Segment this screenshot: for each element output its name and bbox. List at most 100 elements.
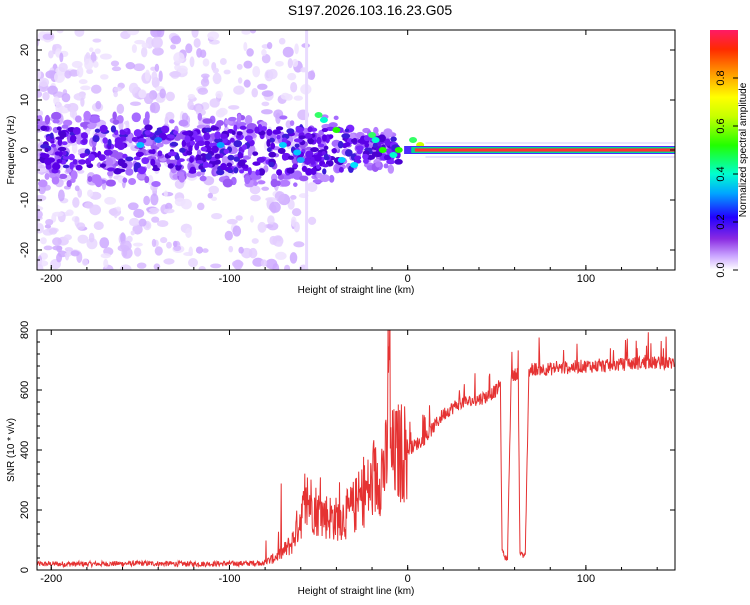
spectrogram-noise-blob <box>210 263 222 269</box>
spectrogram-dense-blob <box>137 166 147 175</box>
snr-series-line <box>37 330 675 569</box>
spectrogram-noise-blob <box>243 79 251 88</box>
spectrogram-dense-blob <box>233 140 243 148</box>
spectrogram-noise-blob <box>226 218 238 225</box>
spectrogram-dense-blob <box>151 148 156 155</box>
spectrogram-mid-blob <box>44 114 51 125</box>
spectrogram-dense-blob <box>229 137 235 143</box>
spectrogram-dense-blob <box>321 127 329 133</box>
spectrogram-noise-blob <box>172 240 178 248</box>
spectrogram-dense-blob <box>58 150 63 157</box>
spectrogram-noise-blob <box>143 93 154 105</box>
spectrogram-noise-blob <box>113 86 123 92</box>
spectrogram-dense-blob <box>181 139 187 147</box>
spectrogram-hot-blob <box>319 117 328 123</box>
spectrogram-dense-blob <box>92 135 100 143</box>
spectrogram-mid-blob <box>387 164 395 174</box>
spectrogram-mid-blob <box>107 170 114 177</box>
spectrogram-dense-blob <box>252 151 259 156</box>
spectrogram-mid-blob <box>70 170 78 181</box>
spectrogram-noise-blob <box>52 211 64 217</box>
spectrogram-mid-blob <box>52 119 60 124</box>
spectrogram-dense-blob <box>383 154 392 161</box>
spectrogram-noise-blob <box>84 58 94 71</box>
spectrogram-dense-blob <box>316 164 321 170</box>
spectrogram-dense-blob <box>227 154 235 161</box>
spectrogram-dense-blob <box>316 136 322 145</box>
spectrogram-dense-blob <box>216 169 225 176</box>
spectrogram-noise-blob <box>249 215 254 223</box>
spectrogram-noise-blob <box>37 168 47 173</box>
y-tick-label: -10 <box>19 192 31 208</box>
spectrogram-dense-blob <box>268 151 277 158</box>
spectrogram-dense-blob <box>203 132 211 141</box>
colorbar-gradient <box>710 30 738 270</box>
spectrogram-dense-blob <box>61 141 68 146</box>
spectrogram-dense-blob <box>256 156 265 163</box>
spectrogram-dense-blob <box>226 162 233 168</box>
spectrogram-noise-blob <box>207 192 213 199</box>
spectrogram-noise-blob <box>37 90 43 98</box>
spectrogram-dense-blob <box>169 141 179 147</box>
spectrogram-mid-blob <box>94 178 103 188</box>
spectrogram-dense-blob <box>144 130 151 135</box>
spectrogram-noise-blob <box>166 241 172 249</box>
spectrogram-hot-blob <box>136 142 145 148</box>
spectrogram-mid-blob <box>122 177 128 183</box>
spectrogram-noise-blob <box>294 43 299 55</box>
spectrogram-dense-blob <box>72 159 78 165</box>
spectrogram-noise-blob <box>275 60 284 67</box>
colorbar-ticks: 0.0 0.2 0.4 0.6 0.8 <box>715 70 738 278</box>
spectrogram-noise-blob <box>45 218 54 226</box>
spectrogram-mid-blob <box>74 115 82 123</box>
spectrogram-noise-blob <box>243 60 253 69</box>
spectrogram-noise-blob <box>232 260 244 268</box>
spectrogram-noise-blob <box>174 197 186 207</box>
spectrogram-blobs <box>37 30 675 270</box>
spectrogram-noise-blob <box>104 196 117 205</box>
spectrogram-mid-blob <box>279 179 291 187</box>
spectrogram-mid-blob <box>375 161 381 168</box>
spectrogram-dense-blob <box>133 129 142 137</box>
spectrogram-dense-blob <box>211 145 219 154</box>
spectrogram-mid-blob <box>202 118 213 124</box>
spectrogram-dense-blob <box>194 135 201 141</box>
spectrogram-dense-blob <box>144 124 153 131</box>
spectrogram-noise-blob <box>93 221 104 231</box>
spectrogram-dense-blob <box>286 167 295 174</box>
spectrogram-noise-blob <box>133 242 143 247</box>
spectrogram-noise-blob <box>129 101 142 106</box>
spectrogram-mid-blob <box>383 128 393 139</box>
spectrogram-dense-blob <box>189 156 194 163</box>
x-tick-label: 0 <box>405 573 411 585</box>
spectrogram-dense-blob <box>167 151 177 157</box>
spectrogram-noise-blob <box>163 208 175 214</box>
spectrogram-noise-blob <box>56 245 63 253</box>
spectrogram-dense-blob <box>103 149 113 156</box>
spectrogram-noise-blob <box>127 30 140 36</box>
spectrogram-noise-blob <box>269 201 281 213</box>
spectrogram-dense-blob <box>40 125 48 131</box>
spectrogram-dense-blob <box>75 164 83 171</box>
spectrogram-dense-blob <box>355 145 364 151</box>
spectrogram-dense-blob <box>195 160 204 164</box>
spectrogram-dense-blob <box>98 154 106 161</box>
colorbar-tick-label: 0.8 <box>715 70 727 85</box>
spectrogram-mid-blob <box>87 123 97 128</box>
spectrogram-noise-blob <box>252 65 261 78</box>
spectrogram-dense-blob <box>44 157 52 166</box>
spectrogram-noise-blob <box>261 186 270 191</box>
spectrogram-noise-blob <box>169 71 182 78</box>
spectrogram-dense-blob <box>181 131 191 136</box>
x-tick-label: 100 <box>577 273 595 285</box>
spectrogram-noise-blob <box>38 77 50 88</box>
spectrogram-mid-blob <box>316 172 323 179</box>
spectrogram-noise-blob <box>272 263 280 270</box>
spectrogram-dense-blob <box>390 136 397 142</box>
spectrogram-mid-blob <box>244 175 251 185</box>
spectrogram-noise-blob <box>65 209 74 216</box>
spectrogram-dense-blob <box>68 153 75 161</box>
spectrogram-mid-blob <box>114 152 125 161</box>
spectrogram-noise-blob <box>215 90 224 99</box>
spectrogram-dense-blob <box>266 139 271 147</box>
